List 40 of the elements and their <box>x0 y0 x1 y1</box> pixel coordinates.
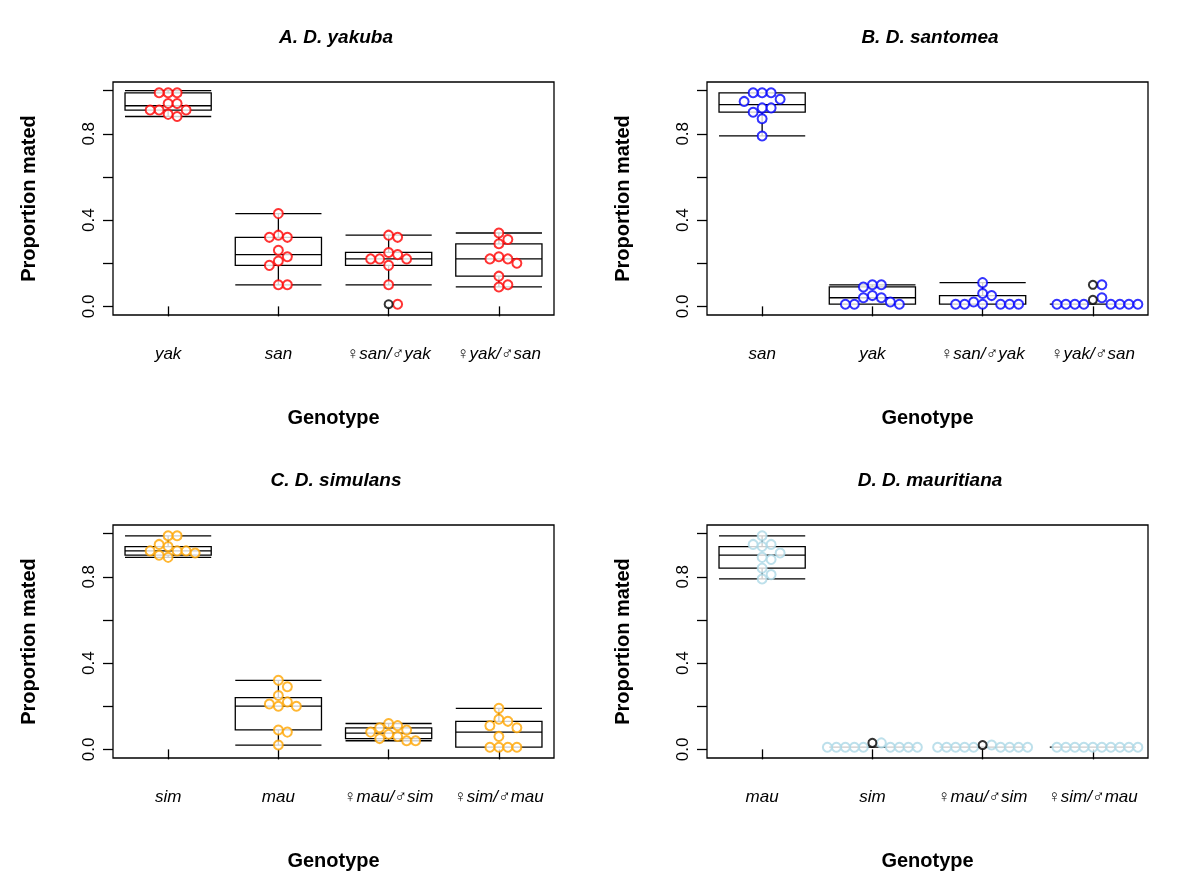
x-axis-title: Genotype <box>881 849 974 871</box>
x-tick-label: sim <box>859 787 886 806</box>
y-tick-label: 0.4 <box>673 208 692 232</box>
chart-title: C. D. simulans <box>270 469 402 490</box>
y-tick-label: 0.4 <box>79 208 98 232</box>
y-tick-label: 0.8 <box>79 564 98 589</box>
x-tick-label: san <box>748 344 776 363</box>
x-tick-label: ♀sim/♂mau <box>1048 787 1139 806</box>
y-tick-label: 0.8 <box>79 121 98 146</box>
x-tick-label: ♀mau/♂sim <box>343 787 434 806</box>
y-tick-label: 0.4 <box>673 651 692 675</box>
x-tick-label: mau <box>261 787 296 806</box>
chart-title: A. D. yakuba <box>277 26 394 47</box>
y-tick-label: 0.0 <box>673 294 692 319</box>
x-tick-label: ♀yak/♂san <box>1050 344 1135 363</box>
x-tick-label: ♀sim/♂mau <box>454 787 545 806</box>
y-tick-label: 0.0 <box>79 737 98 762</box>
x-tick-label: yak <box>858 344 888 363</box>
x-tick-label: ♀san/♂yak <box>346 344 433 363</box>
chart-title: D. D. mauritiana <box>857 469 1003 490</box>
x-tick-label: ♀yak/♂san <box>456 344 541 363</box>
x-tick-label: san <box>264 344 293 363</box>
y-tick-label: 0.4 <box>79 651 98 675</box>
x-axis-title: Genotype <box>881 406 974 428</box>
y-tick-label: 0.0 <box>673 737 692 762</box>
x-axis-title: Genotype <box>287 849 380 871</box>
y-axis-title: Proportion mated <box>17 558 39 725</box>
x-tick-label: ♀mau/♂sim <box>937 787 1028 806</box>
y-axis-title: Proportion mated <box>17 115 39 282</box>
x-tick-label: sim <box>154 787 182 806</box>
x-axis-title: Genotype <box>287 406 380 428</box>
x-tick-label: mau <box>745 787 780 806</box>
y-axis-title: Proportion mated <box>611 115 633 282</box>
y-tick-label: 0.0 <box>79 294 98 319</box>
chart-title: B. D. santomea <box>861 26 1000 47</box>
y-tick-label: 0.8 <box>673 121 692 146</box>
y-tick-label: 0.8 <box>673 564 692 589</box>
x-tick-label: ♀san/♂yak <box>940 344 1027 363</box>
y-axis-title: Proportion mated <box>611 558 633 725</box>
x-tick-label: yak <box>153 344 183 363</box>
